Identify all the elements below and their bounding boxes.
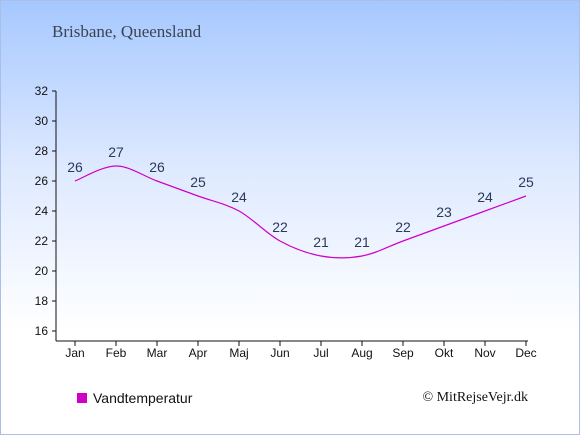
y-tick-label-20: 20 <box>35 264 49 278</box>
y-tick-label-28: 28 <box>35 144 49 158</box>
data-label-jun: 22 <box>272 219 288 235</box>
legend: Vandtemperatur <box>77 390 192 406</box>
data-label-mar: 26 <box>149 159 165 175</box>
data-label-sep: 22 <box>395 219 411 235</box>
x-tick-label-okt: Okt <box>435 346 454 360</box>
copyright-text: © MitRejseVejr.dk <box>422 390 528 405</box>
data-label-jan: 26 <box>67 159 83 175</box>
chart-title: Brisbane, Queensland <box>52 22 202 41</box>
x-tick-label-sep: Sep <box>392 346 414 360</box>
y-tick-label-24: 24 <box>35 204 49 218</box>
x-tick-label-apr: Apr <box>189 346 208 360</box>
x-tick-label-jul: Jul <box>313 346 328 360</box>
y-tick-label-22: 22 <box>35 234 49 248</box>
y-tick-label-30: 30 <box>35 114 49 128</box>
x-tick-label-feb: Feb <box>106 346 127 360</box>
x-tick-label-mar: Mar <box>147 346 168 360</box>
data-label-apr: 25 <box>190 174 206 190</box>
x-tick-label-aug: Aug <box>351 346 372 360</box>
data-label-feb: 27 <box>108 144 124 160</box>
series-line-0 <box>74 165 527 259</box>
x-tick-label-jun: Jun <box>270 346 289 360</box>
data-label-jul: 21 <box>313 234 329 250</box>
x-tick-label-jan: Jan <box>65 346 84 360</box>
y-tick-label-18: 18 <box>35 294 49 308</box>
data-label-nov: 24 <box>477 189 493 205</box>
y-tick-label-32: 32 <box>35 84 49 98</box>
y-tick-label-26: 26 <box>35 174 49 188</box>
data-label-maj: 24 <box>231 189 247 205</box>
legend-swatch <box>77 393 87 403</box>
x-tick-label-nov: Nov <box>474 346 495 360</box>
x-tick-label-dec: Dec <box>515 346 536 360</box>
x-tick-label-maj: Maj <box>229 346 248 360</box>
legend-label: Vandtemperatur <box>93 390 193 406</box>
data-label-aug: 21 <box>354 234 370 250</box>
y-tick-label-16: 16 <box>35 324 49 338</box>
data-label-okt: 23 <box>436 204 452 220</box>
data-label-dec: 25 <box>518 174 534 190</box>
